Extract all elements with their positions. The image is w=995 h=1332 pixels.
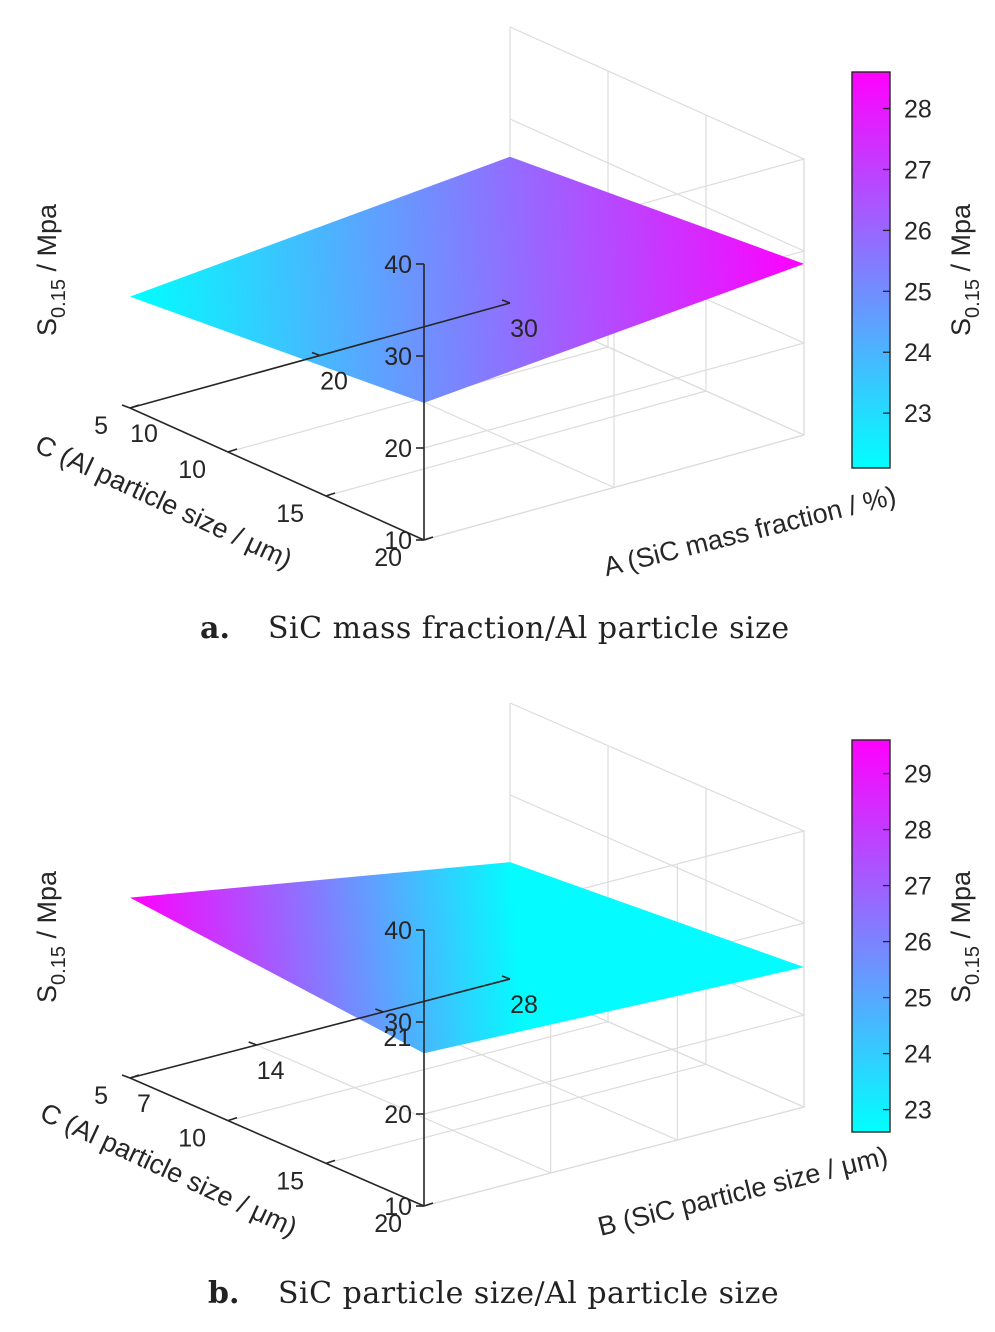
- z-axis-label: S0.15 / Mpa: [32, 203, 70, 336]
- colorbar-tick-label: 28: [904, 96, 932, 124]
- wall-grid-z: [423, 302, 806, 541]
- caption-letter: b.: [208, 1276, 239, 1311]
- z-tick-label: 30: [384, 1009, 412, 1037]
- chart-panel-a: 10 20 30 5 10 15 20 10 20 30 40 A (SiC mass fractio…: [31, 26, 984, 646]
- colorbar-label-suffix: / Mpa: [946, 203, 976, 279]
- response-surface: [130, 862, 804, 1054]
- z-tick-label: 40: [384, 917, 412, 945]
- z-axis-label-sub: 0.15: [48, 279, 70, 318]
- colorbar-label: S0.15 / Mpa: [946, 203, 984, 336]
- colorbar-label-suffix: / Mpa: [946, 870, 976, 946]
- x-tick-mark: [501, 299, 511, 304]
- z-tick-label: 20: [384, 1101, 412, 1129]
- y-tick-mark: [129, 404, 140, 409]
- x-tick-label: 14: [257, 1057, 285, 1085]
- colorbar-tick-label: 25: [904, 278, 932, 306]
- grid-lines: [129, 26, 806, 541]
- y-tick-label: 15: [276, 500, 304, 528]
- colorbar-tick-label: 24: [904, 339, 932, 367]
- z-axis-label: S0.15 / Mpa: [32, 870, 70, 1003]
- x-tick-mark: [311, 351, 321, 357]
- x-tick-label: 28: [510, 991, 538, 1019]
- x-tick-mark: [501, 975, 511, 980]
- figure-caption: SiC particle size/Al particle size: [278, 1276, 779, 1311]
- y-axis-line: [129, 1077, 425, 1207]
- x-tick-label: 7: [137, 1090, 151, 1118]
- x-tick-label: 20: [320, 368, 348, 396]
- floor-grid-y: [227, 1021, 609, 1122]
- z-axis-label-main: S: [32, 318, 62, 336]
- x-tick-mark: [121, 404, 131, 409]
- x-tick-label: 10: [130, 420, 158, 448]
- x-tick-label: 21: [383, 1024, 411, 1052]
- y-axis-line: [129, 407, 425, 541]
- x-tick-mark: [375, 1008, 384, 1013]
- colorbar-label-main: S: [946, 318, 976, 336]
- caption-letter: a.: [200, 611, 230, 646]
- y-axis-label: C (Al particle size / μm): [31, 429, 297, 574]
- x-tick-mark: [121, 1074, 131, 1079]
- floor-grid-y: [325, 1063, 707, 1164]
- z-axis-label-sub: 0.15: [48, 946, 70, 985]
- colorbar-tick-label: 23: [904, 1097, 932, 1125]
- y-tick-label: 20: [374, 544, 402, 572]
- y-tick-mark: [325, 1159, 336, 1165]
- x-tick-mark: [248, 1041, 257, 1046]
- colorbar-label-sub: 0.15: [962, 279, 984, 318]
- y-tick-label: 5: [94, 1082, 108, 1110]
- colorbar-tick-label: 28: [904, 817, 932, 845]
- z-tick-label: 10: [384, 1193, 412, 1221]
- colorbar-tick-label: 25: [904, 985, 932, 1013]
- x-axis-line: [129, 978, 511, 1079]
- y-tick-label: 10: [178, 1125, 206, 1153]
- y-tick-mark: [423, 536, 434, 541]
- z-tick-label: 20: [384, 435, 412, 463]
- colorbar-label-sub: 0.15: [962, 946, 984, 985]
- y-tick-mark: [423, 1202, 434, 1207]
- x-tick-label: 30: [510, 315, 538, 343]
- colorbar-tick-label: 29: [904, 761, 932, 789]
- floor-grid-x: [256, 1044, 551, 1174]
- y-axis-label: C (Al particle size / μm): [36, 1097, 302, 1242]
- z-axis-label-main: S: [32, 985, 62, 1003]
- colorbar-tick-label: 27: [904, 873, 932, 901]
- colorbar-label: S0.15 / Mpa: [946, 870, 984, 1003]
- z-tick-label: 40: [384, 251, 412, 279]
- y-tick-mark: [227, 1116, 238, 1122]
- y-tick-label: 10: [178, 456, 206, 484]
- y-tick-label: 20: [374, 1210, 402, 1238]
- z-axis-label-suffix: / Mpa: [32, 203, 62, 279]
- colorbar-label-main: S: [946, 985, 976, 1003]
- colorbar: [851, 739, 891, 1133]
- z-tick-label: 10: [384, 527, 412, 555]
- z-tick-label: 30: [384, 343, 412, 371]
- y-tick-label: 5: [94, 412, 108, 440]
- colorbar: [851, 71, 891, 469]
- y-tick-mark: [129, 1074, 140, 1079]
- colorbar-tick-label: 27: [904, 156, 932, 184]
- y-tick-mark: [227, 448, 238, 453]
- colorbar-tick-label: 24: [904, 1041, 932, 1069]
- wall-grid-z: [423, 978, 806, 1207]
- x-axis-label: A (SiC mass fraction / %): [601, 480, 899, 582]
- colorbar-tick-label: 26: [904, 929, 932, 957]
- colorbar-tick-label: 26: [904, 217, 932, 245]
- z-axis-label-suffix: / Mpa: [32, 870, 62, 946]
- y-tick-label: 15: [276, 1167, 304, 1195]
- colorbar-tick-label: 23: [904, 400, 932, 428]
- y-tick-mark: [325, 492, 336, 497]
- chart-panel-b: 7 14 21 28 5 10 15 20 10 20 30 40 B (SiC particle si…: [0, 666, 995, 1332]
- x-axis-label: B (SiC particle size / μm): [595, 1141, 891, 1242]
- figure-caption: SiC mass fraction/Al particle size: [268, 611, 790, 646]
- floor-grid-y: [325, 390, 707, 497]
- response-surface: [130, 156, 804, 403]
